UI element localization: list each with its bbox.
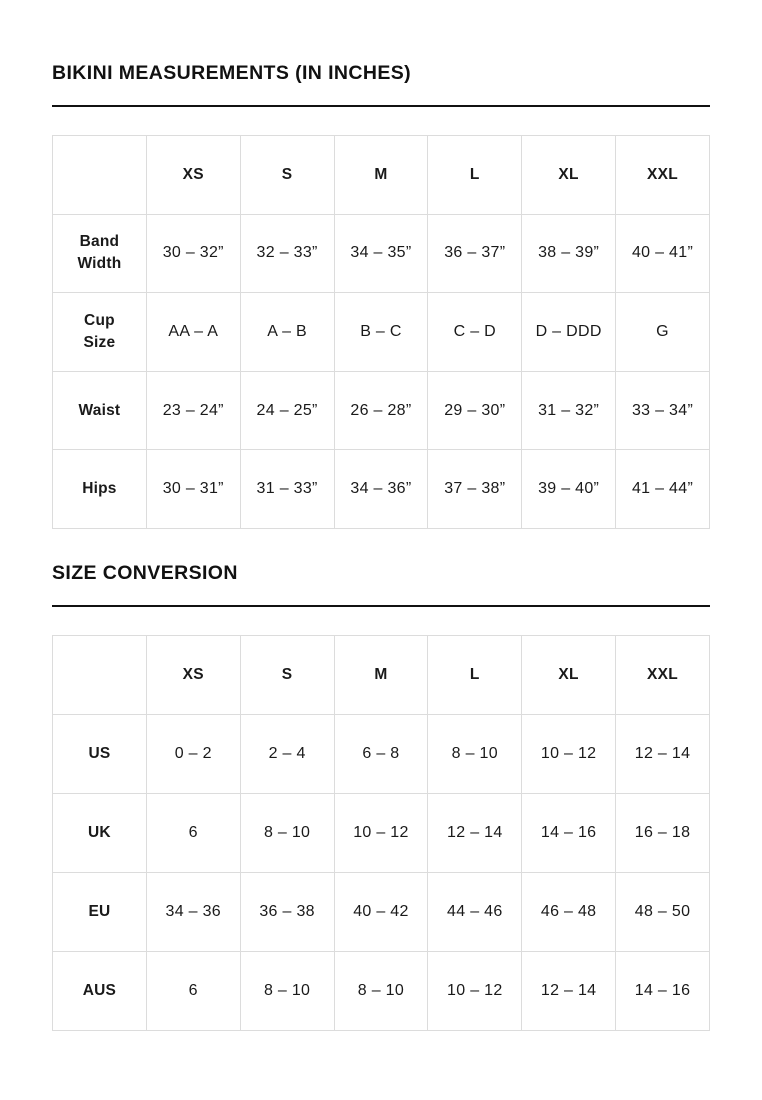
cell-uk-xxl: 16 – 18 [615,792,710,873]
cell-aus-l: 10 – 12 [427,950,523,1031]
cell-us-xxl: 12 – 14 [615,713,710,794]
title-underline [52,105,710,107]
column-header-s: S [239,135,335,215]
header-row: XS S M L XL XXL [52,135,710,215]
cell-cup-size-xs: AA – A [145,292,241,372]
cell-waist-xxl: 33 – 34” [615,370,710,451]
cell-aus-xl: 12 – 14 [521,950,617,1031]
table-row-cup-size: Cup Size AA – A A – B B – C C – D D – DD… [52,292,710,372]
column-header-xs: XS [145,135,241,215]
table-row-uk: UK 6 8 – 10 10 – 12 12 – 14 14 – 16 16 –… [52,792,710,873]
cell-eu-xxl: 48 – 50 [615,871,710,952]
cell-cup-size-m: B – C [333,292,429,372]
cell-waist-m: 26 – 28” [333,370,429,451]
row-label-aus: AUS [52,950,147,1031]
cell-uk-m: 10 – 12 [333,792,429,873]
header-row: XS S M L XL XXL [52,634,710,715]
section-title-bikini-measurements: BIKINI MEASUREMENTS (IN INCHES) [52,62,412,84]
title-underline [52,604,710,607]
table-row-hips: Hips 30 – 31” 31 – 33” 34 – 36” 37 – 38”… [52,449,710,529]
cell-hips-xl: 39 – 40” [521,449,617,529]
column-header-s: S [239,634,335,715]
cell-us-s: 2 – 4 [239,713,335,794]
cell-aus-xs: 6 [145,950,241,1031]
cell-hips-l: 37 – 38” [427,449,523,529]
cell-us-l: 8 – 10 [427,713,523,794]
cell-eu-s: 36 – 38 [239,871,335,952]
row-label-uk: UK [52,792,147,873]
column-header-xl: XL [521,634,617,715]
cell-eu-l: 44 – 46 [427,871,523,952]
cell-cup-size-xl: D – DDD [521,292,617,372]
cell-band-width-xl: 38 – 39” [521,213,617,294]
cell-hips-xs: 30 – 31” [145,449,241,529]
table-header: XS S M L XL XXL [52,634,710,715]
corner-cell [52,634,147,715]
cell-us-xs: 0 – 2 [145,713,241,794]
size-conversion-table: XS S M L XL XXL US 0 – 2 2 – 4 6 – 8 8 –… [52,634,710,1031]
column-header-l: L [427,634,523,715]
table-body: Band Width 30 – 32” 32 – 33” 34 – 35” 36… [52,213,710,529]
row-label-cup-size: Cup Size [52,292,147,372]
cell-band-width-s: 32 – 33” [239,213,335,294]
row-label-hips: Hips [52,449,147,529]
cell-aus-xxl: 14 – 16 [615,950,710,1031]
column-header-l: L [427,135,523,215]
cell-waist-s: 24 – 25” [239,370,335,451]
cell-uk-xl: 14 – 16 [521,792,617,873]
cell-us-m: 6 – 8 [333,713,429,794]
table-row-band-width: Band Width 30 – 32” 32 – 33” 34 – 35” 36… [52,213,710,294]
cell-hips-m: 34 – 36” [333,449,429,529]
row-label-us: US [52,713,147,794]
corner-cell [52,135,147,215]
column-header-m: M [333,135,429,215]
cell-uk-s: 8 – 10 [239,792,335,873]
cell-waist-xs: 23 – 24” [145,370,241,451]
cell-cup-size-l: C – D [427,292,523,372]
table-header: XS S M L XL XXL [52,135,710,215]
cell-aus-s: 8 – 10 [239,950,335,1031]
cell-uk-l: 12 – 14 [427,792,523,873]
column-header-xs: XS [145,634,241,715]
cell-eu-m: 40 – 42 [333,871,429,952]
row-label-eu: EU [52,871,147,952]
cell-aus-m: 8 – 10 [333,950,429,1031]
cell-us-xl: 10 – 12 [521,713,617,794]
cell-cup-size-xxl: G [615,292,710,372]
column-header-xl: XL [521,135,617,215]
cell-uk-xs: 6 [145,792,241,873]
cell-hips-xxl: 41 – 44” [615,449,710,529]
section-title-size-conversion: SIZE CONVERSION [52,561,238,584]
row-label-waist: Waist [52,370,147,451]
table-row-us: US 0 – 2 2 – 4 6 – 8 8 – 10 10 – 12 12 –… [52,713,710,794]
cell-waist-xl: 31 – 32” [521,370,617,451]
column-header-xxl: XXL [615,135,710,215]
cell-eu-xl: 46 – 48 [521,871,617,952]
cell-hips-s: 31 – 33” [239,449,335,529]
table-body: US 0 – 2 2 – 4 6 – 8 8 – 10 10 – 12 12 –… [52,713,710,1031]
bikini-measurements-table: XS S M L XL XXL Band Width 30 – 32” 32 –… [52,135,710,529]
column-header-xxl: XXL [615,634,710,715]
table-row-aus: AUS 6 8 – 10 8 – 10 10 – 12 12 – 14 14 –… [52,950,710,1031]
bikini-measurements-section: BIKINI MEASUREMENTS (IN INCHES) XS S M L… [52,62,710,529]
table-row-eu: EU 34 – 36 36 – 38 40 – 42 44 – 46 46 – … [52,871,710,952]
cell-cup-size-s: A – B [239,292,335,372]
size-conversion-section: SIZE CONVERSION XS S M L XL XXL US 0 – 2 [52,562,710,1031]
cell-band-width-xxl: 40 – 41” [615,213,710,294]
cell-band-width-l: 36 – 37” [427,213,523,294]
table-row-waist: Waist 23 – 24” 24 – 25” 26 – 28” 29 – 30… [52,370,710,451]
column-header-m: M [333,634,429,715]
cell-waist-l: 29 – 30” [427,370,523,451]
cell-band-width-xs: 30 – 32” [145,213,241,294]
row-label-band-width: Band Width [52,213,147,294]
cell-band-width-m: 34 – 35” [333,213,429,294]
cell-eu-xs: 34 – 36 [145,871,241,952]
